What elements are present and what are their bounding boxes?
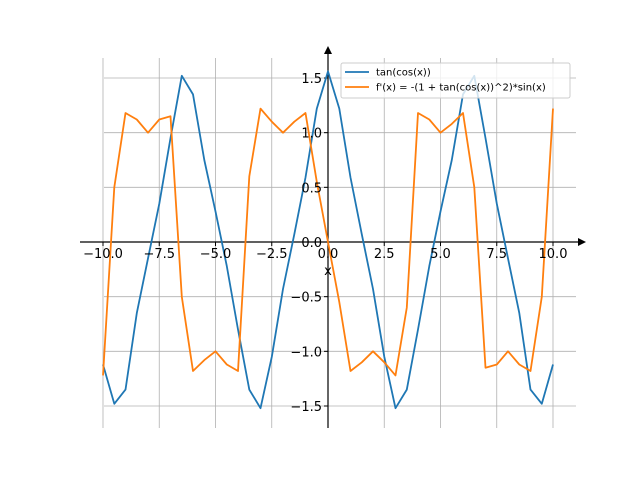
x-tick-label-6: 5.0 (430, 247, 451, 262)
tick-label-layer: −10.0 −7.5 −5.0 −2.5 0.0 2.5 5.0 7.5 10.0 −1.5 −1.… (83, 72, 567, 415)
axes-layer (80, 46, 586, 428)
y-tick-label-1: −1.0 (290, 345, 322, 360)
legend-label-1: f'(x) = -(1 + tan(cos(x))^2)*sin(x) (376, 83, 546, 94)
x-axis-title: x (324, 264, 332, 279)
y-axis-arrow (324, 46, 332, 54)
x-tick-label-1: −7.5 (143, 247, 175, 262)
x-axis-arrow (578, 238, 586, 246)
y-tick-label-6: 1.5 (301, 72, 322, 87)
x-tick-label-0: −10.0 (83, 247, 123, 262)
y-tick-label-0: −1.5 (290, 400, 322, 415)
x-tick-label-7: 7.5 (486, 247, 507, 262)
x-tick-label-2: −5.0 (200, 247, 232, 262)
legend: tan(cos(x)) f'(x) = -(1 + tan(cos(x))^2)*… (340, 62, 571, 99)
legend-label-0: tan(cos(x)) (376, 68, 431, 79)
y-tick-label-2: −0.5 (290, 291, 322, 306)
x-tick-label-8: 10.0 (539, 247, 568, 262)
y-tick-label-4: 0.5 (301, 181, 322, 196)
y-tick-label-3: 0.0 (301, 236, 322, 251)
legend-box (340, 62, 571, 99)
y-tick-label-5: 1.0 (301, 127, 322, 142)
x-tick-label-4: 0.0 (318, 247, 339, 262)
series-line-1 (102, 107, 554, 377)
x-tick-label-3: −2.5 (256, 247, 288, 262)
x-tick-label-5: 2.5 (374, 247, 395, 262)
